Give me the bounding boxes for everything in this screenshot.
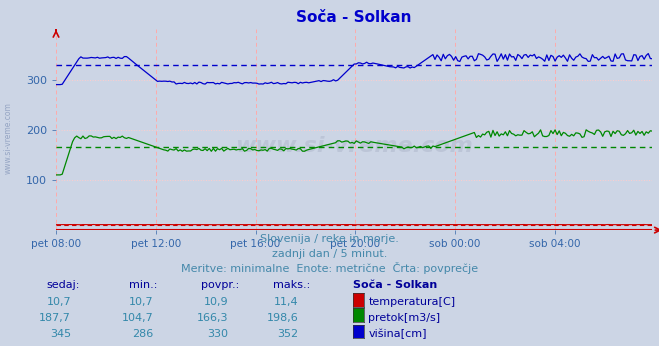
Text: www.si-vreme.com: www.si-vreme.com: [3, 102, 13, 174]
Title: Soča - Solkan: Soča - Solkan: [297, 10, 412, 26]
Text: min.:: min.:: [129, 280, 157, 290]
Text: 10,7: 10,7: [129, 297, 154, 307]
Text: maks.:: maks.:: [273, 280, 311, 290]
Text: 11,4: 11,4: [274, 297, 299, 307]
Text: temperatura[C]: temperatura[C]: [368, 297, 455, 307]
Text: 10,9: 10,9: [204, 297, 229, 307]
Text: višina[cm]: višina[cm]: [368, 329, 427, 339]
Text: 187,7: 187,7: [40, 313, 71, 323]
Text: zadnji dan / 5 minut.: zadnji dan / 5 minut.: [272, 249, 387, 259]
Text: 198,6: 198,6: [267, 313, 299, 323]
Text: Soča - Solkan: Soča - Solkan: [353, 280, 437, 290]
Text: Slovenija / reke in morje.: Slovenija / reke in morje.: [260, 234, 399, 244]
Text: 166,3: 166,3: [197, 313, 229, 323]
Text: 104,7: 104,7: [122, 313, 154, 323]
Text: 286: 286: [132, 329, 154, 339]
Text: Meritve: minimalne  Enote: metrične  Črta: povprečje: Meritve: minimalne Enote: metrične Črta:…: [181, 262, 478, 274]
Text: sedaj:: sedaj:: [46, 280, 80, 290]
Text: 10,7: 10,7: [47, 297, 71, 307]
Text: 352: 352: [277, 329, 299, 339]
Text: www.si-vreme.com: www.si-vreme.com: [235, 136, 473, 156]
Text: 345: 345: [50, 329, 71, 339]
Text: pretok[m3/s]: pretok[m3/s]: [368, 313, 440, 323]
Text: 330: 330: [208, 329, 229, 339]
Text: povpr.:: povpr.:: [201, 280, 239, 290]
